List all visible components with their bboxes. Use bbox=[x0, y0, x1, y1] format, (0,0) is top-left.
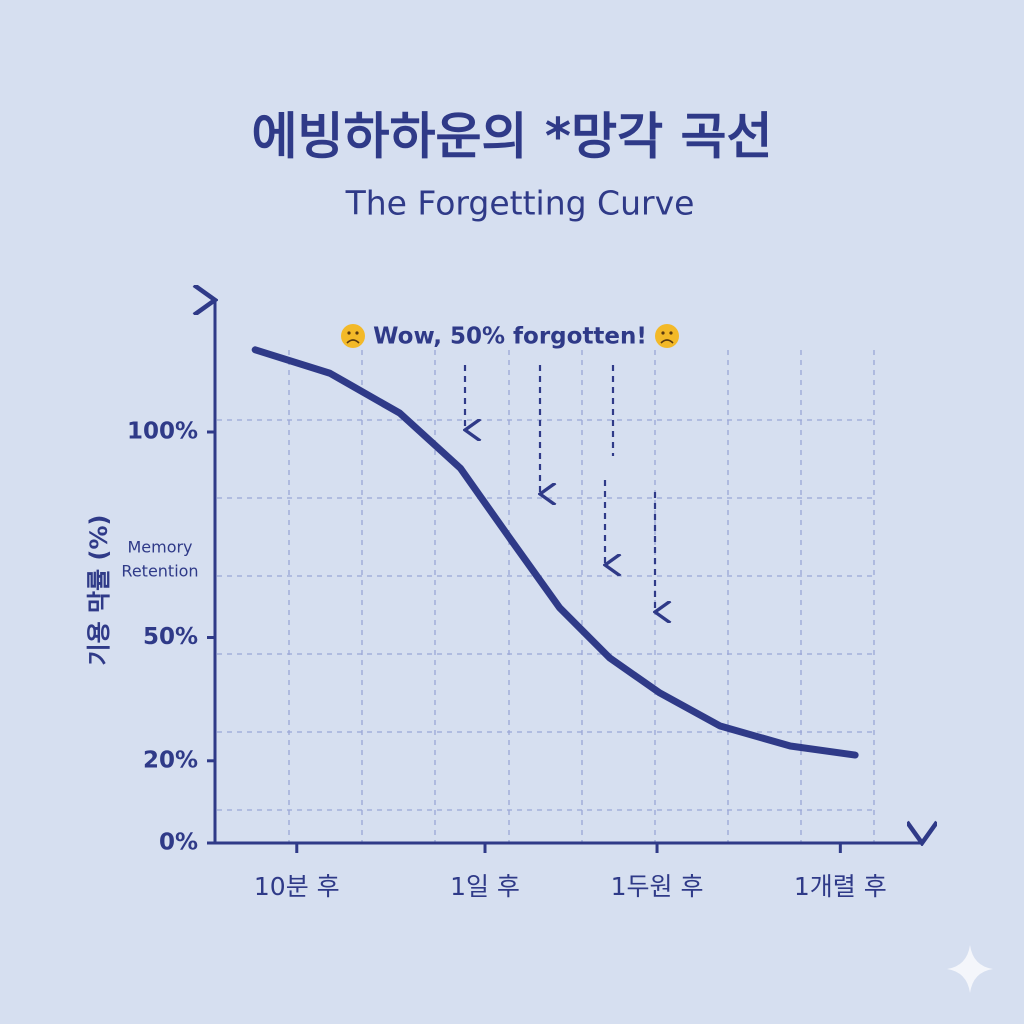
sad-face-icon bbox=[341, 324, 365, 348]
y-tick-label: 0% bbox=[159, 830, 198, 856]
axes bbox=[215, 300, 922, 843]
decorative-grid bbox=[217, 350, 875, 843]
sad-face-icon bbox=[655, 324, 679, 348]
x-tick-label: 1일 후 bbox=[450, 872, 520, 901]
y-axis-subtitle: Memory bbox=[127, 538, 192, 557]
y-tick-label: 100% bbox=[127, 419, 198, 445]
y-axis-title: 기용 막률 (%) bbox=[85, 514, 113, 665]
sparkle-icon bbox=[947, 945, 993, 993]
x-tick-label: 10분 후 bbox=[254, 872, 340, 901]
chart-subtitle: The Forgetting Curve bbox=[345, 184, 695, 223]
y-tick-label: 20% bbox=[143, 747, 198, 773]
annotation: Wow, 50% forgotten! bbox=[373, 324, 647, 350]
x-tick-label: 1개렬 후 bbox=[794, 872, 887, 901]
retention-line bbox=[251, 346, 859, 759]
chart-title: 에빙하하운의 *망각 곡선 bbox=[252, 108, 773, 166]
y-tick-label: 50% bbox=[143, 624, 198, 650]
x-tick-label: 1두원 후 bbox=[611, 872, 704, 901]
y-axis-subtitle: Retention bbox=[121, 562, 198, 581]
annotation-arrows bbox=[465, 365, 655, 612]
